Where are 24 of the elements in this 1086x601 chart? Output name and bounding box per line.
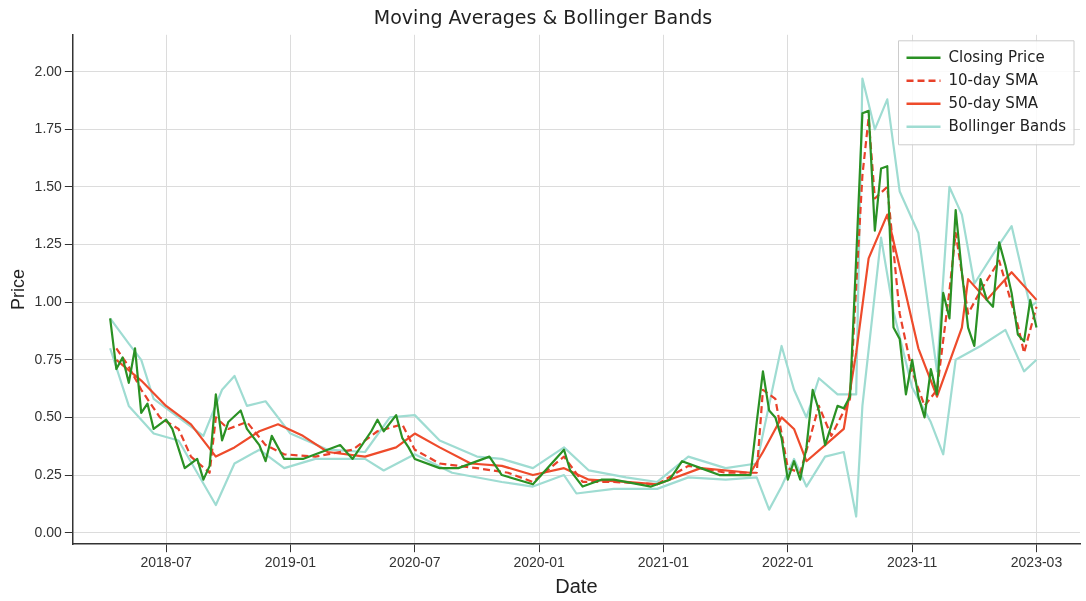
x-tick-label: 2018-07 [140, 554, 192, 571]
legend-label: 50-day SMA [948, 93, 1039, 112]
x-tick-label: 2023-03 [1010, 554, 1063, 571]
y-tick-label: 0.75 [34, 350, 63, 367]
x-tick-label: 2019-01 [264, 554, 317, 571]
y-axis-title: Price [7, 268, 28, 311]
x-tick-label: 2022-01 [762, 554, 814, 571]
legend-label: Closing Price [948, 47, 1045, 66]
x-tick-label: 2023-11 [886, 554, 938, 571]
y-tick-label: 1.00 [34, 293, 63, 310]
y-tick-label: 1.25 [34, 235, 63, 252]
y-tick-label: 0.00 [34, 523, 63, 540]
legend-label: Bollinger Bands [948, 116, 1067, 135]
y-tick-label: 2.00 [34, 62, 63, 79]
y-tick-label: 1.75 [34, 120, 63, 137]
y-tick-label: 0.50 [34, 408, 63, 425]
x-axis-title: Date [555, 574, 598, 597]
y-tick-label: 0.25 [34, 465, 63, 482]
chart-title: Moving Averages & Bollinger Bands [373, 6, 713, 29]
x-tick-label: 2020-01 [513, 554, 566, 571]
x-tick-label: 2021-01 [637, 554, 690, 571]
x-tick-label: 2020-07 [389, 554, 441, 571]
y-tick-label: 1.50 [34, 177, 63, 194]
legend-label: 10-day SMA [948, 70, 1039, 89]
